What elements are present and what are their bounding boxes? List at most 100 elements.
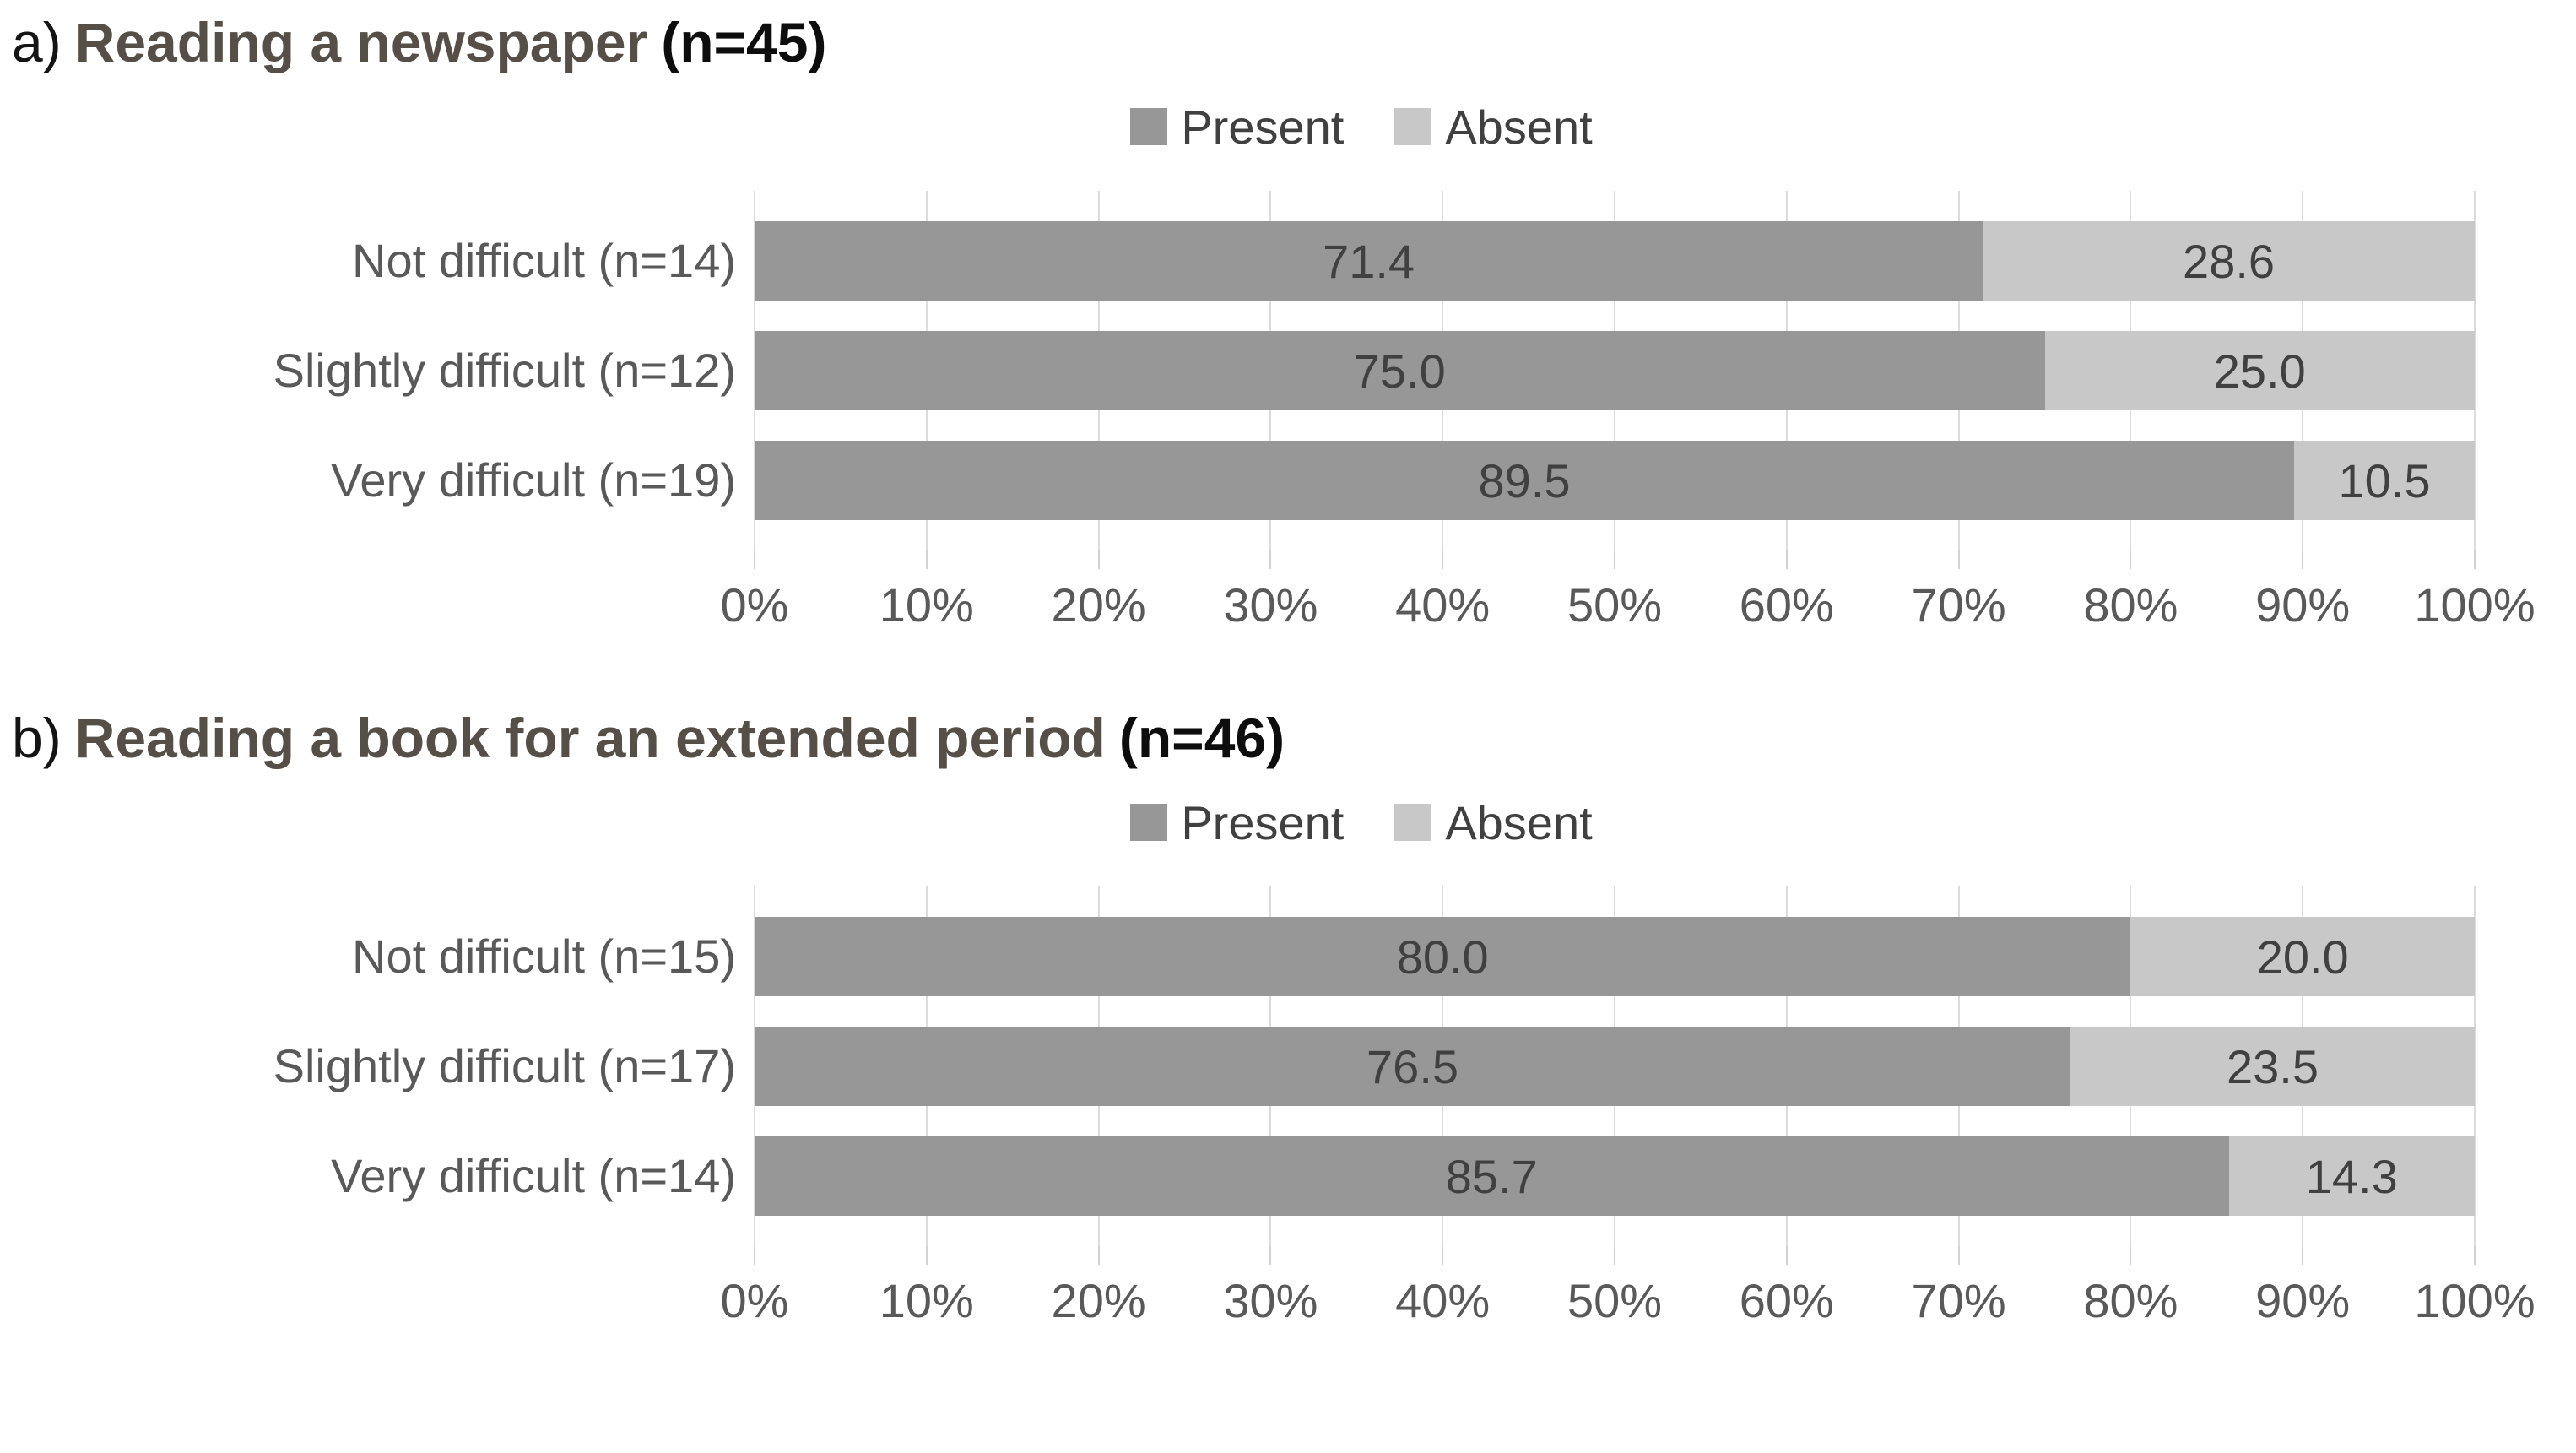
chart-a-plot-area: Not difficult (n=14) 71.4 28.6 Slightly …: [273, 191, 2535, 637]
gridline: [925, 1246, 928, 1265]
gridline: [2302, 550, 2304, 569]
x-axis-tick-label: 10%: [879, 578, 974, 632]
x-axis-tick-label: 40%: [1395, 578, 1491, 632]
chart-b-title: b) Reading a book for an extended period(…: [12, 702, 2576, 773]
segment-value-label: 23.5: [2227, 1039, 2319, 1093]
gridline: [2474, 191, 2476, 550]
chart-b-x-axis: 0% 10% 20% 30% 40% 50% 60% 70% 80% 90% 100%: [721, 1265, 2535, 1332]
category-label: Not difficult (n=15): [352, 930, 736, 983]
bar-row: Slightly difficult (n=12) 75.0 25.0: [273, 331, 2475, 410]
chart-panel-a: a) Reading a newspaper (n=45) Present Abse…: [12, 7, 2576, 637]
gridline: [754, 550, 755, 569]
bar-segment-absent: 10.5: [2294, 441, 2475, 520]
chart-b-axis-ticks: [754, 1246, 2476, 1265]
chart-a-legend: Present Absent: [79, 100, 2576, 154]
gridline: [2130, 1246, 2132, 1265]
segment-value-label: 71.4: [1323, 234, 1415, 288]
x-axis-tick-label: 20%: [1051, 578, 1146, 632]
gridline: [754, 1246, 755, 1265]
x-axis-tick-label: 40%: [1395, 1274, 1491, 1327]
x-axis-tick-label: 30%: [1223, 1274, 1318, 1327]
legend-swatch-absent: [1394, 108, 1432, 145]
segment-value-label: 28.6: [2183, 234, 2276, 288]
category-label: Very difficult (n=19): [331, 453, 736, 507]
x-axis-tick-label: 50%: [1567, 1274, 1663, 1327]
gridline: [1269, 1246, 1272, 1265]
gridline: [2130, 550, 2132, 569]
legend-label-absent: Absent: [1445, 795, 1593, 849]
chart-b-bars: Not difficult (n=15) 80.0 20.0 Slightly …: [273, 886, 2476, 1246]
chart-b-legend: Present Absent: [79, 795, 2576, 849]
gridline: [1614, 1246, 1615, 1265]
segment-value-label: 80.0: [1396, 930, 1489, 984]
segment-value-label: 85.7: [1445, 1149, 1538, 1203]
chart-b-plot-area: Not difficult (n=15) 80.0 20.0 Slightly …: [273, 886, 2535, 1332]
legend-label-present: Present: [1181, 100, 1345, 154]
chart-b-title-n: (n=46): [1118, 707, 1285, 769]
gridline: [2302, 1246, 2304, 1265]
category-label: Very difficult (n=14): [331, 1149, 736, 1202]
legend-label-absent: Absent: [1445, 100, 1593, 154]
legend-swatch-present: [1130, 108, 1168, 145]
chart-a-title: a) Reading a newspaper (n=45): [12, 7, 2576, 78]
x-axis-tick-label: 50%: [1567, 578, 1663, 632]
legend-swatch-absent: [1394, 804, 1432, 841]
chart-b-title-prefix: b): [12, 707, 62, 769]
gridline: [1614, 550, 1615, 569]
category-label: Not difficult (n=14): [352, 234, 736, 287]
segment-value-label: 89.5: [1478, 453, 1571, 507]
chart-a-title-prefix: a): [12, 11, 62, 73]
category-label: Slightly difficult (n=17): [273, 1039, 736, 1092]
chart-a-x-axis: 0% 10% 20% 30% 40% 50% 60% 70% 80% 90% 100%: [721, 569, 2535, 637]
segment-value-label: 76.5: [1366, 1039, 1459, 1093]
chart-a-title-text: Reading a newspaper: [74, 11, 648, 73]
bar-row: Slightly difficult (n=17) 76.5 23.5: [273, 1027, 2475, 1106]
figure: a) Reading a newspaper (n=45) Present Abse…: [12, 7, 2576, 1332]
x-axis-tick-label: 90%: [2255, 1274, 2351, 1327]
legend-swatch-present: [1130, 804, 1168, 841]
gridline: [1442, 550, 1444, 569]
segment-value-label: 14.3: [2305, 1149, 2398, 1203]
gridline: [1957, 550, 1960, 569]
bar-segment-present: 75.0: [755, 331, 2045, 410]
chart-a-axis-ticks: [754, 550, 2476, 569]
bar-segment-present: 76.5: [755, 1027, 2071, 1106]
segment-value-label: 25.0: [2213, 344, 2306, 398]
bar-segment-absent: 28.6: [1983, 221, 2475, 301]
bar-segment-absent: 25.0: [2044, 331, 2475, 410]
chart-b-title-text: Reading a book for an extended period: [74, 707, 1106, 769]
x-axis-tick-label: 10%: [879, 1274, 974, 1327]
legend-item-present: Present: [1130, 100, 1344, 155]
legend-item-present: Present: [1130, 795, 1344, 850]
bar-row: Very difficult (n=19) 89.5 10.5: [331, 441, 2475, 520]
x-axis-tick-label: 0%: [720, 1274, 789, 1327]
gridline: [1097, 1246, 1100, 1265]
x-axis-tick-label: 60%: [1739, 578, 1834, 632]
bar-segment-present: 85.7: [755, 1136, 2229, 1216]
x-axis-tick-label: 100%: [2414, 578, 2535, 632]
legend-item-absent: Absent: [1394, 100, 1593, 155]
x-axis-tick-label: 80%: [2083, 578, 2178, 632]
legend-item-absent: Absent: [1394, 795, 1593, 850]
bar-segment-present: 89.5: [755, 441, 2294, 520]
x-axis-tick-label: 70%: [1911, 578, 2006, 632]
gridline: [1785, 1246, 1788, 1265]
bar-row: Very difficult (n=14) 85.7 14.3: [331, 1136, 2475, 1216]
legend-label-present: Present: [1181, 795, 1345, 849]
bar-segment-present: 80.0: [755, 917, 2131, 996]
gridline: [925, 550, 928, 569]
chart-a-title-n: (n=45): [661, 11, 827, 73]
chart-panel-b: b) Reading a book for an extended period(…: [12, 702, 2576, 1332]
bar-segment-absent: 20.0: [2130, 917, 2475, 996]
x-axis-tick-label: 90%: [2255, 578, 2351, 632]
bar-segment-absent: 23.5: [2070, 1027, 2475, 1106]
gridline: [1442, 1246, 1444, 1265]
gridline: [2474, 550, 2476, 569]
bar-segment-present: 71.4: [755, 221, 1983, 301]
x-axis-tick-label: 20%: [1051, 1274, 1146, 1327]
bar-row: Not difficult (n=14) 71.4 28.6: [352, 221, 2475, 301]
chart-a-bars: Not difficult (n=14) 71.4 28.6 Slightly …: [273, 191, 2476, 550]
gridline: [1097, 550, 1100, 569]
x-axis-tick-label: 30%: [1223, 578, 1318, 632]
gridline: [1785, 550, 1788, 569]
